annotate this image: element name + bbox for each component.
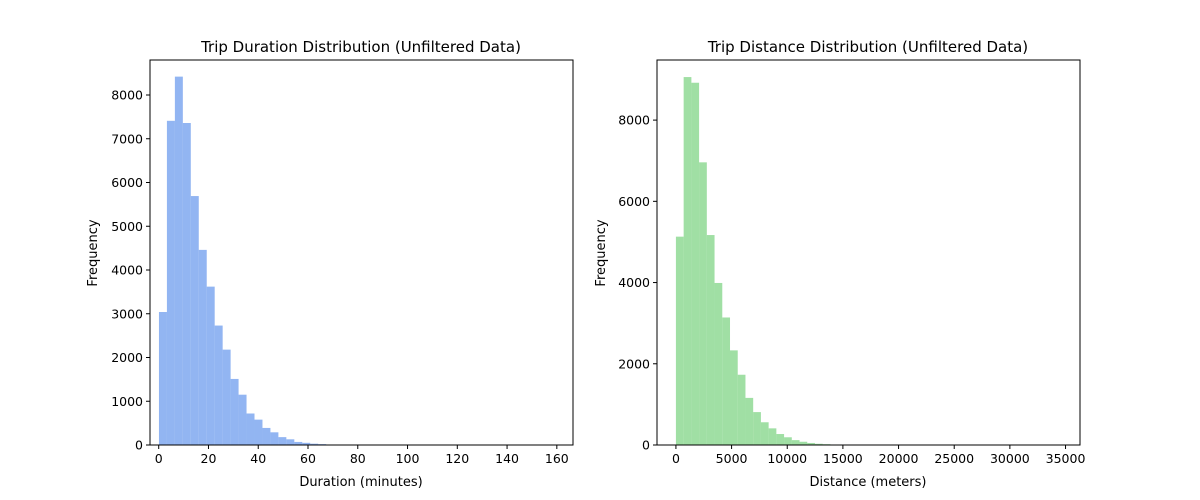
distance-bar	[691, 82, 700, 446]
duration-plot-frame	[149, 59, 574, 446]
distance-bar	[768, 428, 777, 445]
distance-y-tick-label: 2000	[618, 356, 650, 371]
duration-y-tick-label: 6000	[111, 175, 143, 190]
duration-bar	[166, 120, 175, 445]
distance-y-tick-label: 4000	[618, 275, 650, 290]
duration-x-tick-label: 60	[300, 451, 316, 466]
duration-x-tick-label: 140	[495, 451, 519, 466]
distance-y-ticks: 0 2000 4000 6000 8000	[618, 113, 657, 453]
duration-bar	[254, 419, 263, 446]
distance-bar	[714, 282, 723, 445]
distance-bar	[730, 350, 738, 445]
duration-bar	[294, 441, 303, 445]
distance-bar	[799, 441, 808, 445]
distance-x-tick-label: 10000	[767, 451, 807, 466]
distance-bars	[675, 77, 1063, 446]
duration-bar	[246, 413, 255, 445]
duration-bar	[310, 443, 319, 445]
duration-y-tick-label: 4000	[111, 263, 143, 278]
duration-y-tick-label: 5000	[111, 219, 143, 234]
distance-bar	[807, 442, 815, 445]
distance-x-ticks: 0 5000 10000 15000 20000 25000 30000 35000	[672, 445, 1086, 466]
duration-bar	[174, 76, 183, 446]
distance-bar	[745, 397, 754, 445]
duration-histogram: Trip Duration Distribution (Unfiltered D…	[86, 38, 574, 490]
duration-x-tick-label: 20	[201, 451, 217, 466]
distance-bar	[784, 437, 792, 445]
distance-y-tick-label: 0	[642, 438, 650, 453]
distance-chart-title: Trip Distance Distribution (Unfiltered D…	[707, 38, 1028, 56]
duration-bar	[278, 437, 287, 446]
distance-bar	[706, 235, 715, 445]
duration-y-tick-label: 0	[135, 438, 143, 453]
distance-y-tick-label: 6000	[618, 194, 650, 209]
distance-bar	[791, 440, 800, 445]
duration-y-tick-label: 7000	[111, 131, 143, 146]
duration-bar	[286, 439, 295, 445]
distance-bar	[683, 77, 692, 445]
duration-bar	[302, 442, 311, 445]
duration-bar	[198, 249, 207, 446]
duration-y-tick-label: 2000	[111, 350, 143, 365]
duration-y-tick-label: 1000	[111, 394, 143, 409]
duration-x-tick-label: 40	[250, 451, 266, 466]
duration-y-tick-label: 8000	[111, 88, 143, 103]
distance-bar	[699, 162, 707, 445]
duration-x-tick-label: 0	[155, 451, 163, 466]
duration-bars	[158, 76, 558, 446]
duration-bar	[190, 196, 199, 445]
distance-y-axis-label: Frequency	[594, 219, 609, 286]
duration-bar	[182, 123, 191, 445]
distance-x-tick-label: 25000	[934, 451, 974, 466]
duration-bar	[158, 312, 167, 445]
distance-x-tick-label: 5000	[716, 451, 748, 466]
duration-x-tick-label: 80	[350, 451, 366, 466]
distance-x-tick-label: 35000	[1046, 451, 1086, 466]
duration-chart-title: Trip Duration Distribution (Unfiltered D…	[200, 38, 521, 56]
distance-histogram: Trip Distance Distribution (Unfiltered D…	[594, 38, 1085, 490]
distance-bar	[753, 412, 761, 445]
duration-x-tick-label: 120	[445, 451, 469, 466]
distance-x-tick-label: 0	[672, 451, 680, 466]
distance-plot-frame	[656, 59, 1081, 446]
duration-bar	[222, 349, 231, 446]
distance-y-tick-label: 8000	[618, 113, 650, 128]
distance-bar	[814, 443, 823, 445]
distance-x-tick-label: 30000	[990, 451, 1030, 466]
distance-bar	[675, 236, 684, 445]
duration-bar	[262, 427, 271, 445]
duration-y-axis-label: Frequency	[86, 219, 101, 286]
distance-bar	[722, 317, 731, 445]
distance-x-tick-label: 20000	[879, 451, 919, 466]
duration-bar	[270, 432, 279, 445]
distance-bar	[737, 374, 746, 445]
duration-x-tick-label: 100	[396, 451, 420, 466]
duration-bar	[238, 394, 247, 445]
duration-y-tick-label: 3000	[111, 306, 143, 321]
distance-bar	[760, 422, 769, 445]
duration-bar	[214, 325, 223, 445]
duration-bar	[230, 378, 239, 445]
duration-x-axis-label: Duration (minutes)	[299, 475, 422, 490]
duration-bar	[206, 286, 215, 446]
distance-x-tick-label: 15000	[823, 451, 863, 466]
distance-x-axis-label: Distance (meters)	[810, 475, 927, 490]
duration-y-ticks: 0 1000 2000 3000 4000 5000 6000 7000 8000	[111, 88, 150, 453]
duration-x-ticks: 0 20 40 60 80 100 120 140 160	[155, 445, 569, 466]
duration-x-tick-label: 160	[545, 451, 569, 466]
distance-bar	[776, 434, 785, 445]
